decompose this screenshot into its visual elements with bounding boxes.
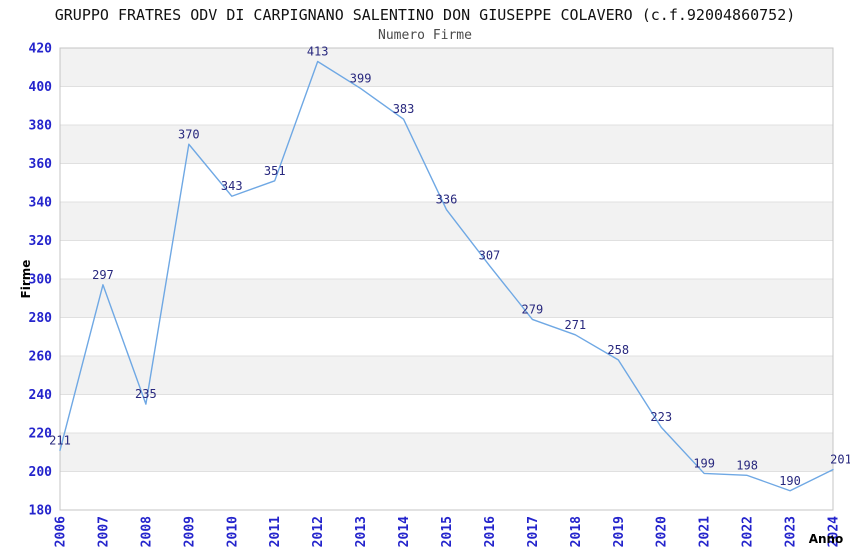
data-label: 198 xyxy=(736,458,758,472)
x-tick-label: 2008 xyxy=(139,516,154,547)
x-tick-label: 2009 xyxy=(182,516,197,547)
data-label: 307 xyxy=(479,249,501,263)
plot-band xyxy=(60,48,833,87)
plot-band xyxy=(60,279,833,318)
data-label: 190 xyxy=(779,474,801,488)
plot-band xyxy=(60,125,833,164)
x-tick-label: 2007 xyxy=(96,516,111,547)
y-tick-label: 420 xyxy=(29,42,53,57)
data-label: 336 xyxy=(436,193,458,207)
y-tick-label: 260 xyxy=(29,350,53,365)
data-label: 399 xyxy=(350,71,372,85)
y-tick-label: 280 xyxy=(29,311,53,326)
series-line xyxy=(59,60,834,492)
chart-title: GRUPPO FRATRES ODV DI CARPIGNANO SALENTI… xyxy=(54,6,796,24)
data-label: 271 xyxy=(564,318,586,332)
data-label: 211 xyxy=(49,433,71,447)
y-tick-label: 400 xyxy=(29,80,53,95)
x-tick-label: 2019 xyxy=(612,516,627,547)
y-tick-label: 180 xyxy=(29,504,53,519)
data-label: 343 xyxy=(221,179,243,193)
x-tick-label: 2021 xyxy=(698,516,713,547)
plot-band xyxy=(60,356,833,395)
x-tick-label: 2023 xyxy=(784,516,799,547)
data-label: 383 xyxy=(393,102,415,116)
chart-subtitle: Numero Firme xyxy=(378,28,472,43)
y-tick-label: 200 xyxy=(29,465,53,480)
y-tick-label: 320 xyxy=(29,234,53,249)
data-label: 279 xyxy=(522,302,544,316)
data-label: 258 xyxy=(607,343,629,357)
plot-border xyxy=(59,47,834,511)
x-tick-label: 2015 xyxy=(440,516,455,547)
x-tick-label: 2017 xyxy=(526,516,541,547)
data-label: 235 xyxy=(135,387,157,401)
plot-band xyxy=(60,433,833,472)
y-tick-label: 340 xyxy=(29,196,53,211)
x-tick-label: 2024 xyxy=(827,516,842,547)
y-tick-label: 380 xyxy=(29,119,53,134)
x-tick-label: 2010 xyxy=(225,516,240,547)
y-tick-label: 220 xyxy=(29,427,53,442)
x-tick-label: 2014 xyxy=(397,516,412,547)
data-label: 413 xyxy=(307,44,329,58)
x-axis-title: Anno xyxy=(809,532,844,546)
x-tick-label: 2012 xyxy=(311,516,326,547)
y-axis-title: Firme xyxy=(19,260,33,299)
y-tick-label: 360 xyxy=(29,157,53,172)
x-tick-label: 2013 xyxy=(354,516,369,547)
y-tick-label: 240 xyxy=(29,388,53,403)
x-tick-label: 2011 xyxy=(268,516,283,547)
data-label: 223 xyxy=(650,410,672,424)
data-label: 201 xyxy=(830,453,850,467)
data-label: 370 xyxy=(178,127,200,141)
y-tick-label: 300 xyxy=(29,273,53,288)
x-tick-label: 2006 xyxy=(54,516,69,547)
data-label: 351 xyxy=(264,164,286,178)
data-label: 297 xyxy=(92,268,114,282)
x-tick-label: 2022 xyxy=(741,516,756,547)
x-tick-label: 2018 xyxy=(569,516,584,547)
data-label: 199 xyxy=(693,456,715,470)
x-tick-label: 2020 xyxy=(655,516,670,547)
x-tick-label: 2016 xyxy=(483,516,498,547)
